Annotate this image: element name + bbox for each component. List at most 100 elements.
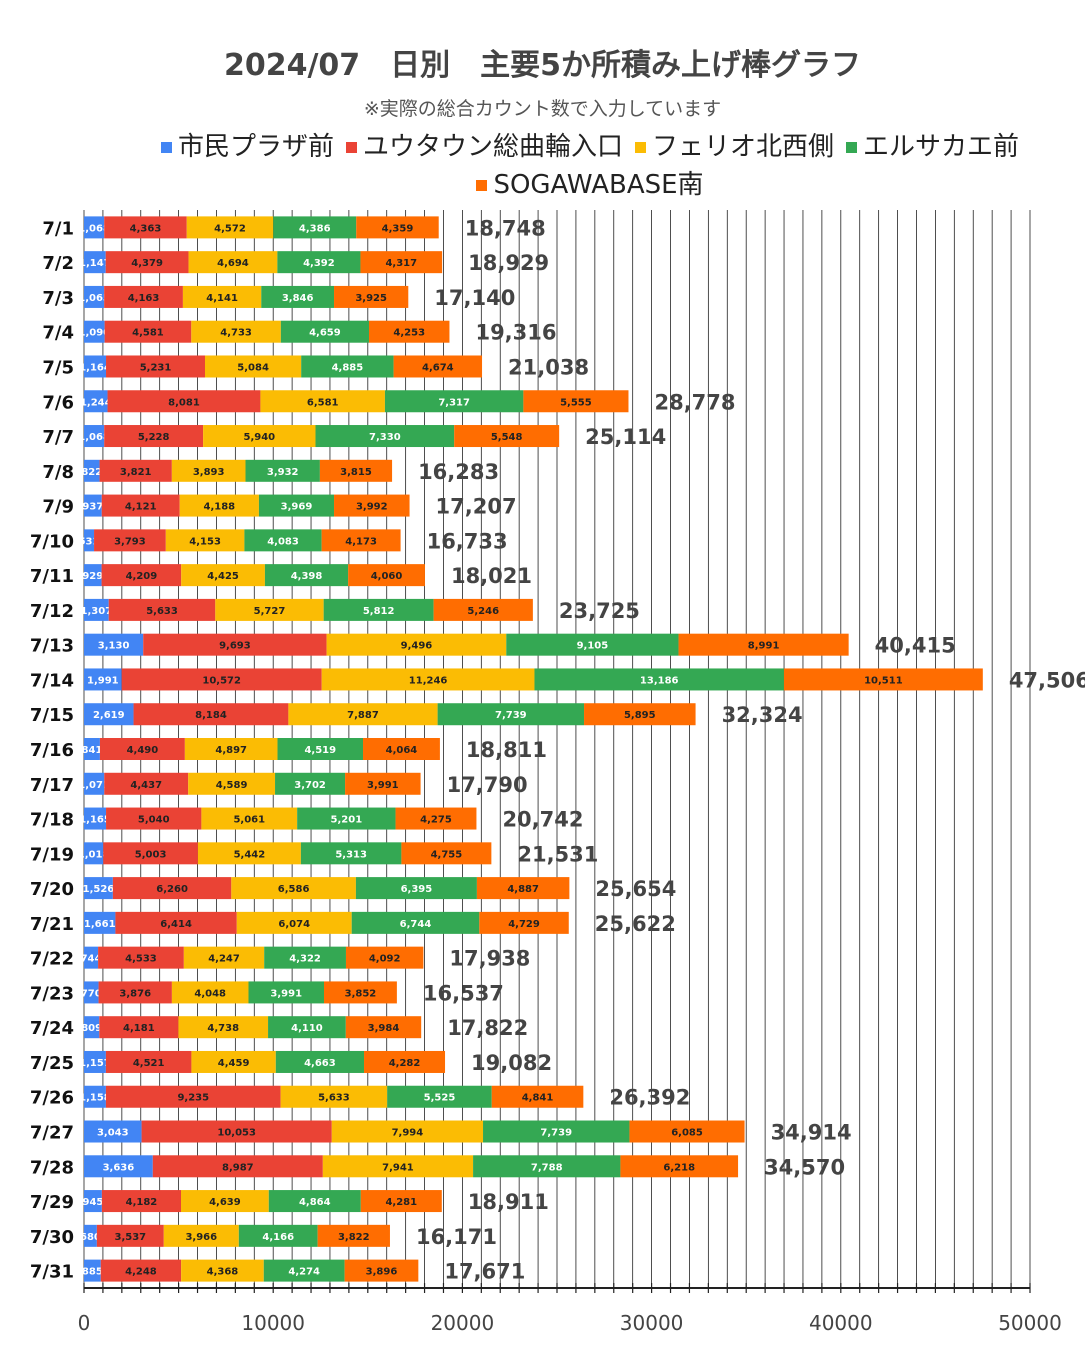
bar-segment <box>203 425 316 448</box>
bar-segment <box>96 1224 164 1247</box>
segment-value-label: 4,459 <box>218 1058 250 1069</box>
bar-total-label: 28,778 <box>654 390 735 414</box>
segment-value-label: 4,729 <box>508 919 540 930</box>
bar-segment <box>261 285 335 308</box>
segment-value-label: 8,081 <box>168 397 200 408</box>
bar-segment <box>437 703 585 726</box>
category-label: 7/25 <box>30 1053 74 1074</box>
segment-value-label: 4,521 <box>133 1058 165 1069</box>
segment-value-label: 3,043 <box>97 1128 129 1139</box>
segment-value-label: 4,581 <box>132 328 164 339</box>
segment-value-label: 13,186 <box>640 675 679 686</box>
bar-segment <box>277 251 361 274</box>
bar-total-label: 19,082 <box>471 1051 552 1075</box>
bar-segment <box>483 1120 630 1143</box>
bar-segment <box>236 911 352 934</box>
category-label: 7/15 <box>30 705 74 726</box>
bar-segment <box>84 390 108 413</box>
x-tick-label: 0 <box>78 1311 91 1335</box>
segment-value-label: 3,893 <box>193 467 225 478</box>
bar-segment <box>178 1016 269 1039</box>
bar-segment <box>360 251 443 274</box>
category-label: 7/1 <box>42 218 74 239</box>
bar-segment <box>258 494 335 517</box>
bar-total-label: 17,140 <box>434 286 515 310</box>
segment-value-label: 10,572 <box>202 675 241 686</box>
segment-value-label: 7,994 <box>392 1128 424 1139</box>
bar-segment <box>103 842 198 865</box>
bar-segment <box>275 772 346 795</box>
bar-segment <box>184 738 278 760</box>
segment-value-label: 4,368 <box>207 1267 239 1278</box>
segment-value-label: 3,822 <box>338 1232 370 1243</box>
bar-segment <box>268 1016 346 1039</box>
segment-value-label: 5,895 <box>624 710 656 721</box>
bar-segment <box>395 807 477 830</box>
bar-total-label: 18,748 <box>465 216 546 240</box>
segment-value-label: 8,184 <box>195 710 227 721</box>
bar-segment <box>351 911 480 934</box>
segment-value-label: 1,165 <box>79 815 111 826</box>
bar-segment <box>171 981 249 1004</box>
bar-segment <box>99 1016 179 1039</box>
segment-value-label: 5,228 <box>138 432 170 443</box>
bar-segment <box>84 807 107 830</box>
segment-value-label: 4,048 <box>194 988 226 999</box>
segment-value-label: 4,092 <box>369 954 401 965</box>
segment-value-label: 3,821 <box>120 467 152 478</box>
segment-value-label: 945 <box>83 1197 104 1208</box>
segment-value-label: 1,526 <box>83 884 115 895</box>
chart-subtitle: ※実際の総合カウント数で入力しています <box>363 98 722 120</box>
bar-segment <box>356 216 439 239</box>
legend-item: SOGAWABASE南 <box>476 166 704 204</box>
legend-swatch <box>476 180 488 191</box>
bar-total-label: 17,938 <box>449 947 530 971</box>
bar-segment <box>433 598 533 621</box>
segment-value-label: 4,733 <box>220 328 252 339</box>
bar-segment <box>105 1050 192 1073</box>
segment-value-label: 5,040 <box>138 815 170 826</box>
bar-segment <box>105 1085 281 1108</box>
bar-segment <box>84 598 109 621</box>
bar-total-label: 18,021 <box>451 564 532 588</box>
bar-total-label: 40,415 <box>875 634 956 658</box>
segment-value-label: 6,260 <box>156 884 188 895</box>
bar-segment <box>368 320 450 343</box>
segment-value-label: 809 <box>81 1023 102 1034</box>
segment-value-label: 9,235 <box>177 1093 209 1104</box>
segment-value-label: 5,633 <box>318 1093 350 1104</box>
bar-segment <box>84 564 102 587</box>
segment-value-label: 5,313 <box>335 849 367 860</box>
category-label: 7/24 <box>30 1018 74 1039</box>
segment-value-label: 4,694 <box>217 258 249 269</box>
bar-segment <box>319 459 393 482</box>
legend-swatch <box>846 142 858 153</box>
bar-segment <box>344 1259 419 1282</box>
bar-segment <box>297 807 396 830</box>
category-label: 7/12 <box>30 601 74 622</box>
segment-value-label: 4,392 <box>303 258 335 269</box>
bar-segment <box>99 459 172 482</box>
segment-value-label: 4,253 <box>393 328 425 339</box>
segment-value-label: 3,932 <box>267 467 299 478</box>
segment-value-label: 4,663 <box>304 1058 336 1069</box>
bar-segment <box>384 390 524 413</box>
segment-value-label: 3,966 <box>185 1232 217 1243</box>
bar-segment <box>215 598 324 621</box>
bar-segment <box>84 981 99 1004</box>
bar-segment <box>84 946 99 969</box>
bar-segment <box>345 946 424 969</box>
segment-value-label: 7,887 <box>347 710 379 721</box>
segment-value-label: 5,201 <box>331 815 363 826</box>
bar-segment <box>263 1259 345 1282</box>
bar-segment <box>476 877 570 900</box>
segment-value-label: 4,282 <box>389 1058 421 1069</box>
bar-segment <box>84 738 100 760</box>
bar-segment <box>106 355 205 378</box>
segment-value-label: 744 <box>81 954 102 965</box>
segment-value-label: 4,425 <box>207 571 239 582</box>
bar-segment <box>182 285 262 308</box>
segment-value-label: 8,987 <box>222 1162 254 1173</box>
bar-segment <box>84 1016 100 1039</box>
bar-segment <box>355 877 477 900</box>
